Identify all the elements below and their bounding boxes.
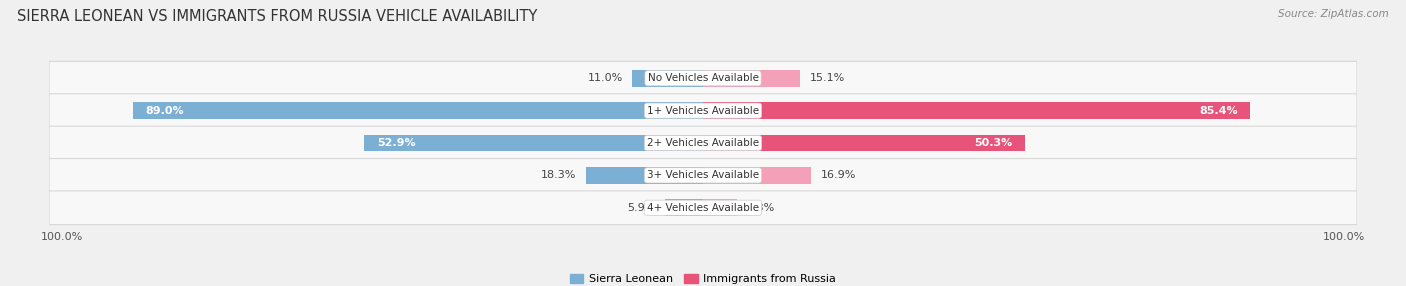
Bar [633,70,703,87]
Text: SIERRA LEONEAN VS IMMIGRANTS FROM RUSSIA VEHICLE AVAILABILITY: SIERRA LEONEAN VS IMMIGRANTS FROM RUSSIA… [17,9,537,23]
Text: 89.0%: 89.0% [145,106,184,116]
Bar [132,102,703,119]
FancyBboxPatch shape [49,126,1357,160]
Bar [364,135,703,151]
Text: 1+ Vehicles Available: 1+ Vehicles Available [647,106,759,116]
Text: 11.0%: 11.0% [588,73,623,83]
Text: 2+ Vehicles Available: 2+ Vehicles Available [647,138,759,148]
Text: No Vehicles Available: No Vehicles Available [648,73,758,83]
Text: 4+ Vehicles Available: 4+ Vehicles Available [647,203,759,213]
Text: 3+ Vehicles Available: 3+ Vehicles Available [647,170,759,180]
Text: 85.4%: 85.4% [1199,106,1237,116]
Bar [703,199,737,216]
Text: 5.9%: 5.9% [627,203,655,213]
Bar [665,199,703,216]
FancyBboxPatch shape [49,158,1357,192]
Text: 18.3%: 18.3% [541,170,576,180]
Text: 15.1%: 15.1% [810,73,845,83]
Bar [703,167,811,184]
FancyBboxPatch shape [49,94,1357,128]
Bar [586,167,703,184]
Text: 52.9%: 52.9% [377,138,415,148]
Bar [703,135,1025,151]
Legend: Sierra Leonean, Immigrants from Russia: Sierra Leonean, Immigrants from Russia [565,269,841,286]
Text: Source: ZipAtlas.com: Source: ZipAtlas.com [1278,9,1389,19]
Text: 16.9%: 16.9% [821,170,856,180]
Text: 50.3%: 50.3% [974,138,1012,148]
Text: 5.3%: 5.3% [747,203,775,213]
Bar [703,70,800,87]
FancyBboxPatch shape [49,191,1357,225]
FancyBboxPatch shape [49,61,1357,95]
Bar [703,102,1250,119]
